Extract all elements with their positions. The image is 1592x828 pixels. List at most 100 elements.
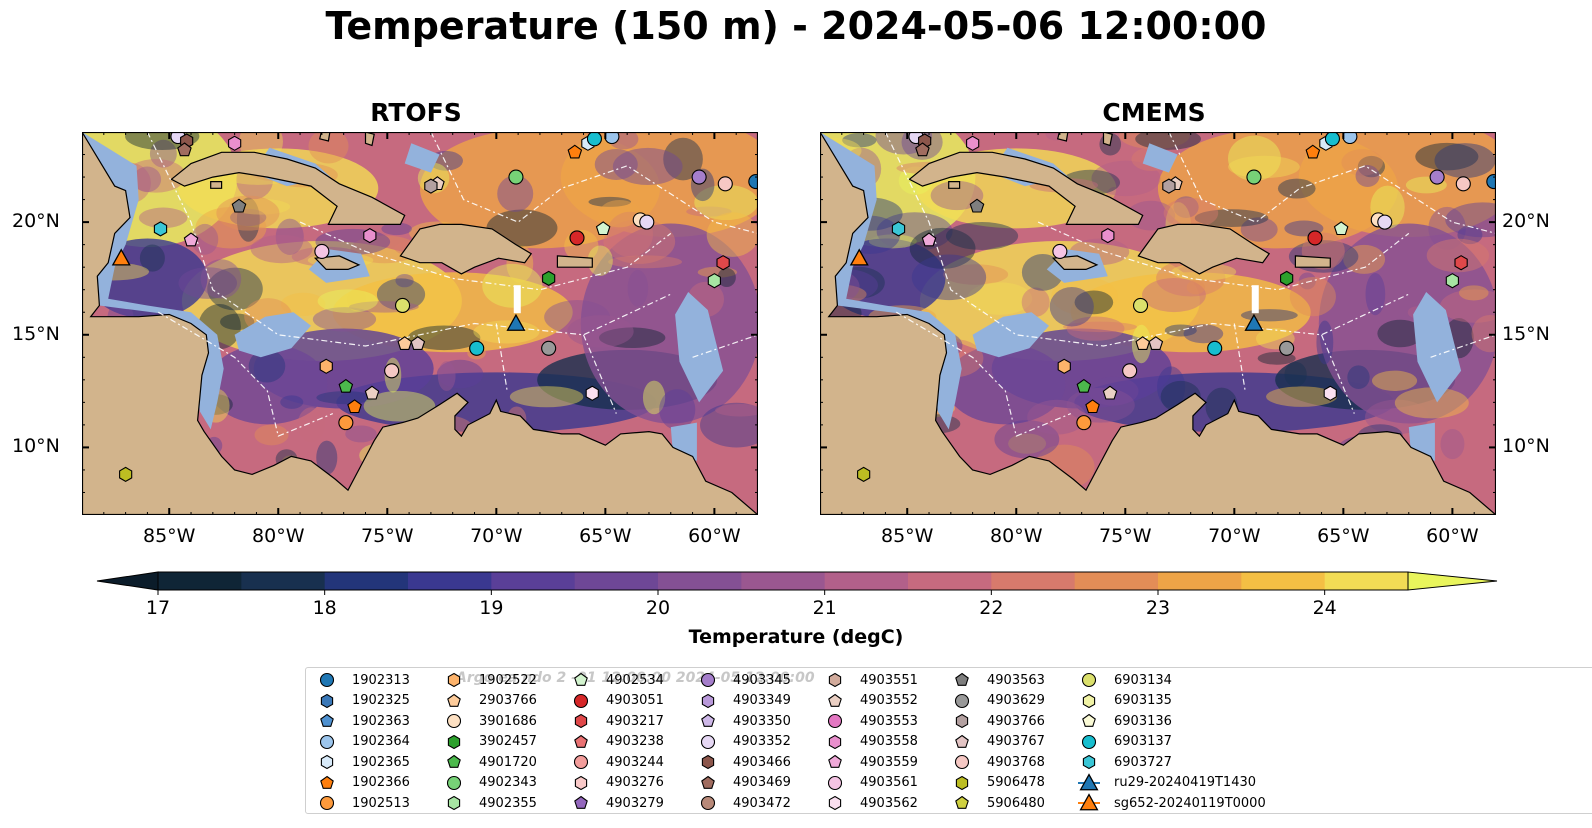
legend-label: 4903349 (733, 693, 791, 708)
legend-label: 5906480 (987, 795, 1045, 811)
hexagon-marker-icon (447, 795, 461, 811)
legend-item-4903629: 4903629 (951, 691, 1045, 711)
legend-item-4903558: 4903558 (824, 732, 918, 752)
temperature-field-eddy (1445, 202, 1496, 238)
temperature-field-eddy (1049, 286, 1094, 327)
panel-title-rtofs: RTOFS (370, 98, 462, 127)
float-marker-sg652-20240119T0000 (111, 248, 131, 266)
island (1051, 255, 1099, 270)
temperature-field-eddy (473, 320, 540, 344)
colorbar-segment (324, 572, 409, 590)
data-gap (1251, 285, 1259, 314)
temperature-field-eddy (280, 395, 304, 409)
legend-item-4902355: 4902355 (443, 793, 537, 813)
circle-marker-icon (319, 672, 335, 688)
temperature-field-eddy (1357, 155, 1386, 178)
legend-item-6903136: 6903136 (1078, 711, 1172, 731)
legend-item-4903563: 4903563 (951, 670, 1045, 690)
shelf-area (675, 292, 724, 403)
island (1056, 132, 1069, 142)
hexagon-marker-icon (828, 734, 842, 749)
eez-boundary (495, 323, 508, 392)
rtofs-map (82, 132, 758, 515)
pentagon-marker-icon (320, 713, 334, 727)
float-marker-4903469 (177, 142, 192, 157)
float-marker-4903766 (424, 178, 438, 194)
temperature-field-eddy (297, 407, 325, 443)
temperature-field-eddy (139, 244, 165, 272)
colorbar-segment (741, 572, 826, 590)
legend-item-4902343: 4902343 (443, 773, 537, 793)
legend-label: 6903137 (1114, 734, 1172, 749)
hexagon-marker-icon (1082, 754, 1096, 770)
hexagon-icon (828, 795, 842, 811)
pentagon-icon (574, 672, 588, 686)
circle-marker-icon (446, 775, 462, 790)
eez-boundary (884, 132, 1410, 347)
temperature-field-eddy (195, 206, 267, 249)
circle-marker-icon (319, 795, 335, 811)
circle-icon (954, 693, 970, 708)
hexagon-icon (447, 672, 461, 688)
hexagon-icon (1082, 754, 1096, 770)
temperature-field-eddy (930, 180, 984, 211)
legend-label: 2903766 (479, 693, 537, 708)
legend-label: ru29-20240419T1430 (1114, 775, 1257, 790)
temperature-field-eddy (1341, 149, 1383, 176)
legend-item-4903552: 4903552 (824, 691, 918, 711)
float-marker-ru29-20240419T1430 (1244, 313, 1264, 331)
eez-boundary (1037, 221, 1410, 291)
temperature-field-eddy (248, 349, 286, 383)
temperature-field-eddy (945, 222, 1019, 250)
colorbar-segment (1074, 572, 1159, 590)
float-marker-4903552 (364, 385, 380, 400)
legend-item-6903137: 6903137 (1078, 732, 1172, 752)
temperature-field-eddy (1277, 178, 1316, 199)
pentagon-icon (701, 775, 715, 789)
float-marker-4903345 (691, 169, 707, 185)
temperature-field-eddy (220, 313, 255, 331)
float-marker-6903727 (891, 221, 906, 237)
lat-tick-label-left: 10°N (12, 435, 60, 458)
pentagon-marker-icon (447, 693, 461, 707)
temperature-field-eddy (1240, 217, 1278, 242)
float-marker-sg652-20240119T0000 (849, 248, 869, 266)
float-marker-4903766 (1162, 178, 1176, 194)
legend-label: 4903244 (606, 754, 664, 770)
legend-label: 4903238 (606, 734, 664, 749)
circle-marker-icon (954, 754, 970, 770)
lon-tick-label: 75°W (361, 525, 414, 547)
temperature-field-eddy (407, 325, 481, 351)
legend-item-ru29-20240419T1430: ru29-20240419T1430 (1078, 772, 1257, 793)
float-marker-4903217 (1454, 255, 1468, 271)
temperature-field-eddy (1434, 143, 1496, 179)
legend-label: 4903766 (987, 713, 1045, 729)
temperature-field-eddy (1343, 244, 1386, 274)
colorbar-segment (574, 572, 659, 590)
float-marker-1902522 (1057, 358, 1071, 374)
float-marker-4903558 (1101, 227, 1115, 244)
circle-icon (319, 795, 335, 811)
temperature-field-eddy (346, 288, 367, 312)
temperature-field-eddy (694, 184, 758, 221)
temperature-field-eddy (943, 264, 1009, 285)
float-marker-4903552 (1102, 385, 1118, 400)
circle-marker-icon (446, 713, 462, 729)
legend-label: 1902313 (352, 672, 410, 688)
lat-tick-label-left: 20°N (12, 210, 60, 233)
temperature-field-eddy (1365, 272, 1386, 316)
temperature-field-eddy (1377, 319, 1424, 348)
temperature-field-eddy (376, 278, 426, 311)
float-marker-2903766 (1135, 336, 1151, 350)
legend-item-4903559: 4903559 (824, 752, 918, 772)
colorbar: 17 18 19 20 21 22 23 24 (96, 571, 1498, 619)
island (364, 132, 375, 147)
legend-item-4901720: 4901720 (443, 752, 537, 772)
legend-item-4903553: 4903553 (824, 711, 918, 731)
legend-item-4903469: 4903469 (697, 773, 791, 793)
legend-label: 4903345 (733, 672, 791, 688)
eez-boundary (1430, 334, 1496, 358)
shelf-area (820, 132, 962, 430)
float-marker-4903051 (569, 230, 585, 246)
lon-tick-label: 65°W (1317, 525, 1370, 547)
